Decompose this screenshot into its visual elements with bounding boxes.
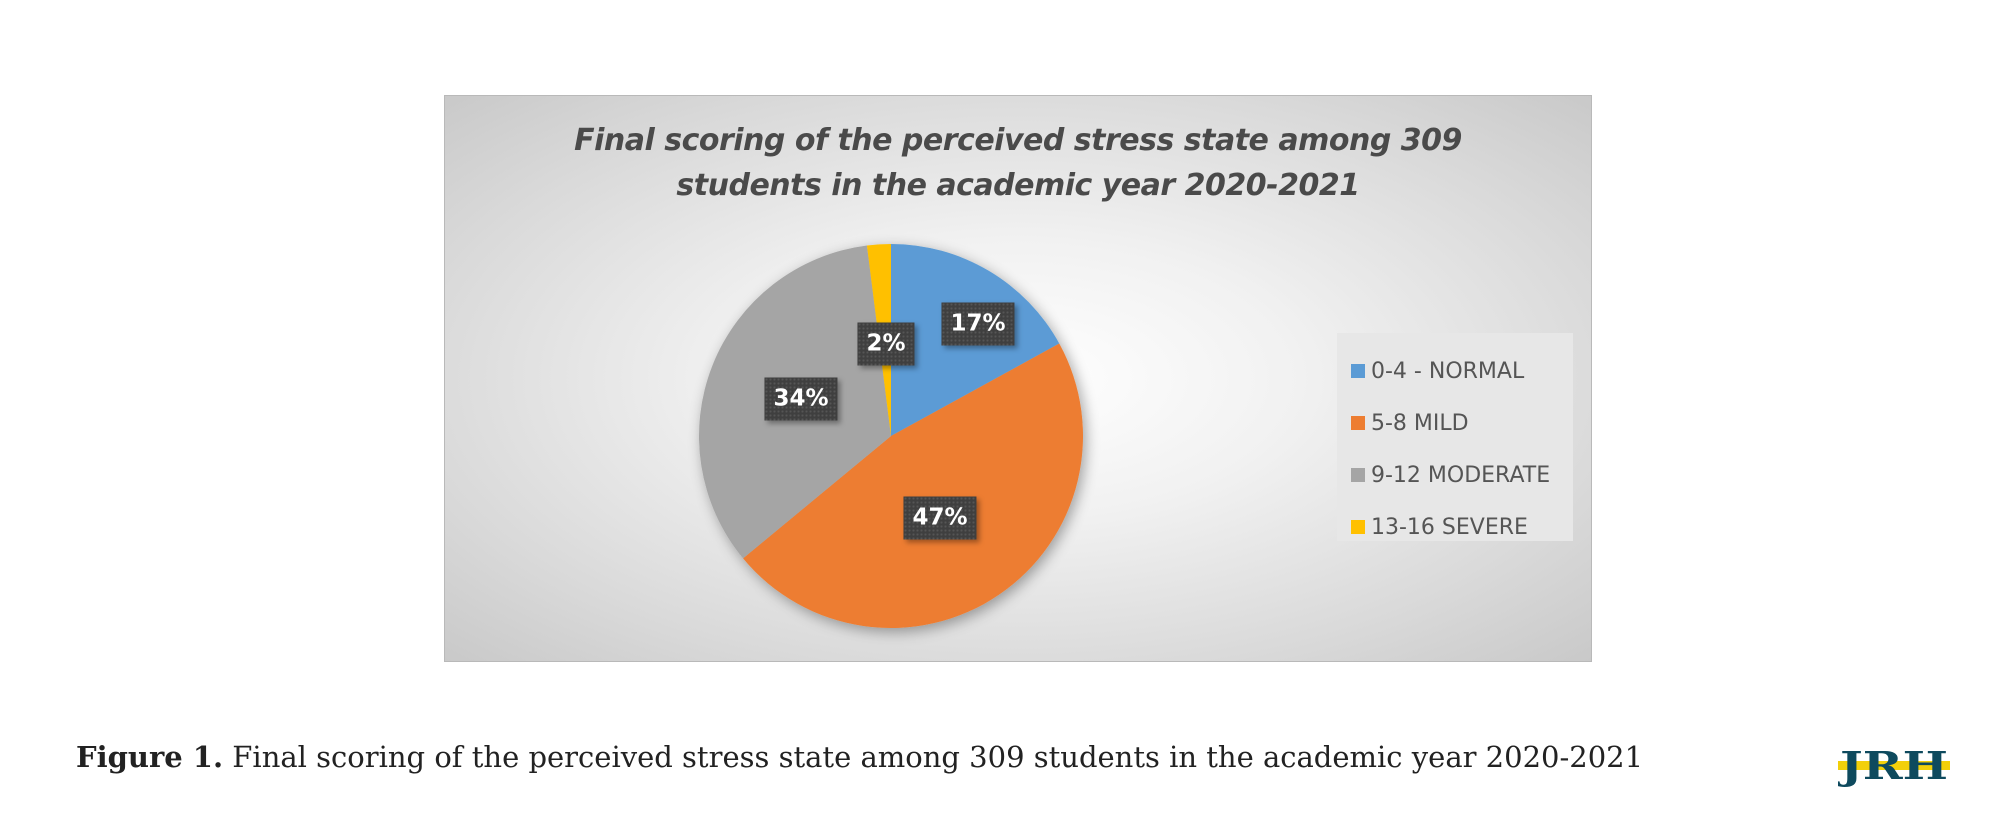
figure-caption-text: Final scoring of the perceived stress st… [232, 740, 1644, 774]
legend-item-normal: 0-4 - NORMAL [1351, 345, 1573, 397]
journal-logo: JRH [1838, 747, 1950, 787]
legend-swatch-normal [1351, 364, 1365, 378]
legend-label-moderate: 9-12 MODERATE [1371, 462, 1551, 488]
legend-item-severe: 13-16 SEVERE [1351, 501, 1573, 553]
legend-swatch-moderate [1351, 468, 1365, 482]
chart-panel: Final scoring of the perceived stress st… [444, 95, 1592, 662]
chart-title-line-2: students in the academic year 2020-2021 [676, 168, 1360, 203]
data-label-mild: 47% [903, 496, 977, 540]
chart-title-line-1: Final scoring of the perceived stress st… [574, 123, 1462, 158]
logo-text: JRH [1838, 747, 1948, 787]
legend-swatch-mild [1351, 416, 1365, 430]
data-label-normal: 17% [941, 302, 1015, 346]
legend: 0-4 - NORMAL 5-8 MILD 9-12 MODERATE 13-1… [1337, 333, 1573, 541]
chart-title: Final scoring of the perceived stress st… [445, 118, 1591, 208]
legend-label-mild: 5-8 MILD [1371, 410, 1469, 436]
legend-item-mild: 5-8 MILD [1351, 397, 1573, 449]
data-label-severe: 2% [857, 322, 915, 366]
data-label-moderate: 34% [764, 377, 838, 421]
figure-caption: Figure 1. Final scoring of the perceived… [76, 740, 1643, 774]
figure-caption-label: Figure 1. [76, 740, 224, 774]
legend-item-moderate: 9-12 MODERATE [1351, 449, 1573, 501]
legend-label-severe: 13-16 SEVERE [1371, 514, 1528, 540]
legend-label-normal: 0-4 - NORMAL [1371, 358, 1525, 384]
legend-swatch-severe [1351, 520, 1365, 534]
pie-slice-mild [743, 343, 1083, 629]
